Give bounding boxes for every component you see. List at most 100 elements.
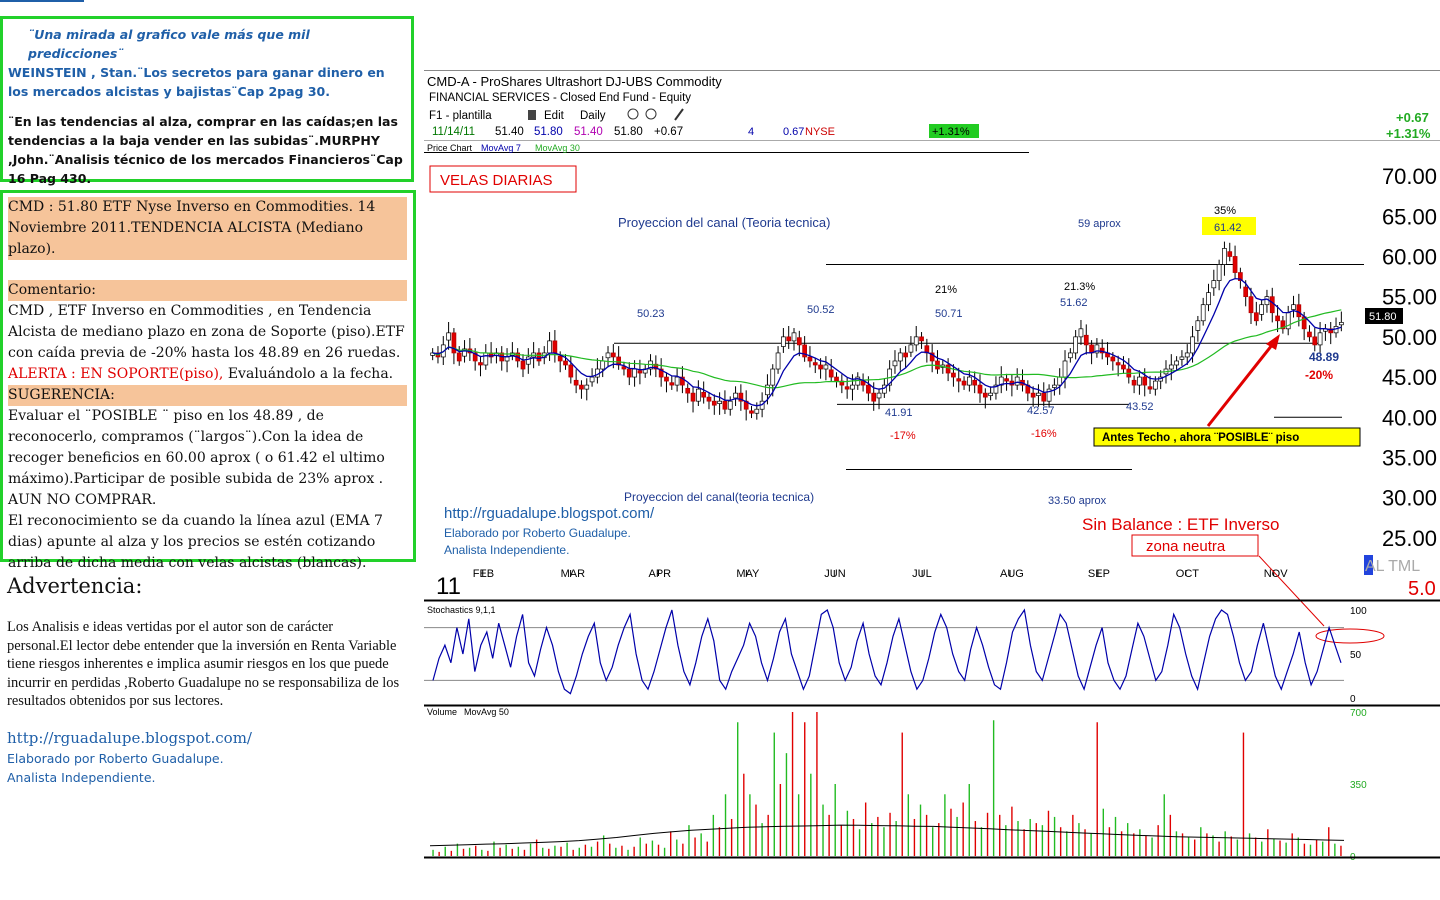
candle-down [738, 392, 744, 402]
candle-up [823, 364, 829, 370]
period-select[interactable]: Daily [580, 110, 606, 122]
right-change: +0.67 [1396, 110, 1429, 125]
altml-mark [1364, 555, 1373, 575]
candle-down [1110, 356, 1116, 362]
annotation-lines [614, 264, 1364, 471]
pct35-label: 35% [1214, 205, 1236, 217]
zoom-out-icon[interactable] [645, 108, 657, 120]
sugerencia-label: SUGERENCIA: [8, 385, 407, 406]
candle-down [961, 380, 967, 386]
candle-up [727, 400, 733, 410]
edit-button[interactable]: Edit [544, 110, 565, 122]
pm20-label: -20% [1305, 368, 1333, 382]
month-label: AUG [1000, 568, 1024, 580]
edit-icon[interactable] [528, 110, 536, 120]
aprox33-label: 33.50 aprox [1048, 495, 1107, 507]
candle-down [706, 396, 712, 402]
candle-down [1248, 296, 1254, 314]
candle-down [828, 369, 834, 378]
candle-up [632, 368, 637, 378]
candle-up [462, 348, 467, 357]
price-tick-label: 55.00 [1382, 285, 1437, 310]
month-label: APR [649, 568, 672, 580]
quote-line-1: ¨Una mirada al grafico vale más que mil … [28, 27, 310, 61]
candle-down [1312, 336, 1318, 346]
candle-down [621, 366, 627, 370]
candle-down [552, 340, 558, 354]
sugerencia-text: Evaluar el ¨POSIBLE ¨ piso en los 48.89 … [8, 408, 385, 508]
candle-down [871, 392, 877, 402]
candle-down [982, 392, 988, 398]
candle-down [812, 362, 818, 366]
candle-down [573, 379, 579, 386]
candle-up [547, 340, 552, 354]
candle-up [897, 352, 903, 362]
blog-link[interactable]: http://rguadalupe.blogspot.com/ [7, 728, 252, 747]
candle-up [1052, 384, 1057, 388]
quote-chg2: 0.67 [783, 126, 804, 138]
candle-down [1121, 364, 1126, 370]
price-tick-label: 30.00 [1382, 486, 1437, 511]
pencil-icon[interactable] [674, 108, 684, 121]
top-accent-line [0, 0, 84, 2]
arrow-head [1266, 334, 1280, 350]
candle-up [913, 336, 919, 346]
volume-tick-label: 700 [1350, 708, 1367, 719]
candle-down [579, 384, 584, 390]
candle-down [929, 352, 935, 362]
candle-down [711, 400, 717, 406]
candle-up [1195, 320, 1201, 331]
chart-credit2: Analista Independiente. [444, 543, 569, 557]
candle-down [1269, 296, 1275, 314]
candle-down [653, 363, 659, 370]
stoch-axis: 0 50 100 [424, 606, 1367, 705]
v5162-label: 51.62 [1060, 297, 1088, 309]
ema7-line [432, 277, 1342, 407]
candle-up [1046, 388, 1052, 402]
spacer [8, 260, 409, 280]
candle-down [690, 392, 696, 402]
candle-up [584, 384, 590, 390]
candle-up [993, 384, 999, 394]
candle-up [754, 408, 760, 414]
zona-pointer [1258, 555, 1325, 627]
volume-tick-label: 350 [1350, 780, 1367, 791]
last-price: 51.80 [1369, 311, 1397, 323]
candle-down [1030, 392, 1036, 398]
candle-down [685, 387, 691, 394]
candle-down [669, 382, 675, 386]
candle-up [967, 376, 972, 386]
candle-up [1137, 376, 1142, 386]
pct-badge: +1.31% [932, 126, 970, 138]
canal-bottom-label: Proyeccion del canal(teoria tecnica) [624, 490, 814, 504]
stoch-tick-label: 50 [1350, 650, 1362, 661]
ema-text: El reconocimiento se da cuando la línea … [8, 513, 383, 571]
legend-price: Price Chart [427, 143, 473, 153]
candle-up [1036, 392, 1041, 396]
candle-up [1073, 336, 1078, 354]
candle-down [664, 376, 669, 382]
candle-up [791, 332, 797, 342]
template-select[interactable]: F1 - plantilla [429, 110, 492, 122]
month-label: MAY [736, 568, 760, 580]
candle-up [1206, 292, 1211, 306]
quote-change: +0.67 [654, 126, 683, 138]
candle-up [1153, 380, 1158, 390]
candle-down [786, 336, 792, 342]
price-axis: 25.00 30.00 35.00 40.00 45.00 50.00 55.00 60.00… [1382, 164, 1437, 551]
candle-down [807, 356, 813, 362]
candle-down [796, 337, 802, 346]
quote-exchange: NYSE [805, 126, 835, 138]
month-label: JUN [824, 568, 845, 580]
quote-box: ¨Una mirada al grafico vale más que mil … [0, 16, 414, 186]
candle-up [850, 384, 855, 390]
chart-blog-link[interactable]: http://rguadalupe.blogspot.com/ [444, 505, 655, 522]
pm16-label: -16% [1031, 428, 1057, 440]
candle-up [770, 368, 776, 386]
ma30-line [432, 309, 1342, 389]
candle-down [844, 386, 850, 390]
stoch-line [432, 608, 1342, 695]
candle-up [1338, 322, 1344, 326]
zoom-in-icon[interactable] [627, 108, 639, 120]
volume-tick-label: 0 [1350, 852, 1356, 860]
